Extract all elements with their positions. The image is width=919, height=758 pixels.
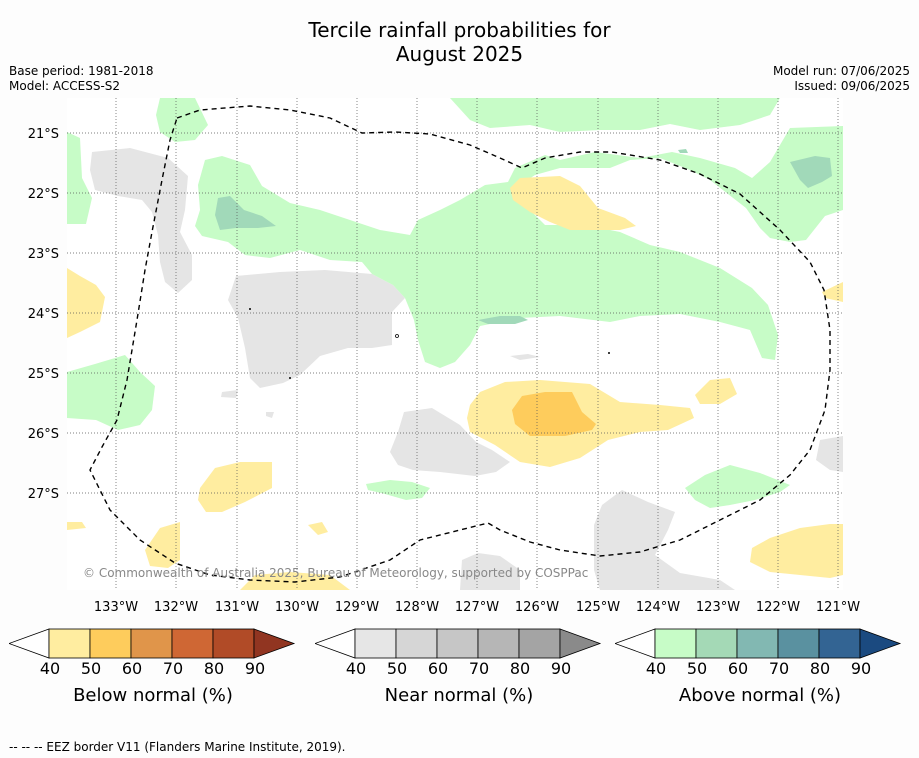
- colorbar-tick-label: 80: [509, 659, 531, 678]
- colorbar-tick-label: 80: [203, 659, 225, 678]
- longitude-label: 133°W: [94, 600, 138, 615]
- copyright-text: © Commonwealth of Australia 2025, Bureau…: [83, 566, 588, 580]
- colorbar-segment: [477, 628, 520, 659]
- longitude-label: 128°W: [395, 600, 439, 615]
- colorbar-segment: [777, 628, 820, 659]
- colorbar-tick-label: 40: [345, 659, 367, 678]
- above-normal-label: Above normal (%): [678, 685, 842, 706]
- title-line-2: August 2025: [395, 42, 524, 66]
- latitude-label: 22°S: [28, 187, 59, 202]
- colorbar-segment: [395, 628, 438, 659]
- map-title: Tercile rainfall probabilities for Augus…: [0, 18, 919, 66]
- colorbar-segment: [171, 628, 214, 659]
- longitude-label: 132°W: [154, 600, 198, 615]
- island-dot: [289, 377, 291, 379]
- latitude-label: 24°S: [28, 307, 59, 322]
- near-normal-regions: [90, 148, 843, 590]
- colorbar-tick-label: 60: [427, 659, 449, 678]
- longitude-label: 127°W: [455, 600, 499, 615]
- colorbar-high-extend: [253, 628, 296, 659]
- colorbar-tick-label: 70: [468, 659, 490, 678]
- island-dot: [249, 308, 251, 310]
- below-normal-label: Below normal (%): [73, 685, 233, 706]
- colorbar-segment: [818, 628, 861, 659]
- colorbar-tick-label: 80: [809, 659, 831, 678]
- near-normal-colorbar-scale: [313, 628, 602, 659]
- colorbar-segment: [654, 628, 697, 659]
- colorbar-tick-label: 90: [244, 659, 266, 678]
- below-normal-50-regions: [512, 392, 596, 436]
- island-dot: [395, 334, 399, 338]
- longitude-label: 123°W: [696, 600, 740, 615]
- island-dot: [608, 352, 610, 354]
- colorbar-tick-label: 90: [850, 659, 872, 678]
- colorbar-tick-label: 40: [39, 659, 61, 678]
- longitude-label: 124°W: [636, 600, 680, 615]
- below-normal-colorbar-scale: [7, 628, 296, 659]
- colorbar-segment: [518, 628, 561, 659]
- latitude-label: 27°S: [28, 487, 59, 502]
- colorbar-tick-label: 50: [386, 659, 408, 678]
- map-fill-regions: [67, 98, 843, 590]
- colorbar-tick-label: 50: [686, 659, 708, 678]
- colorbar-low-extend: [613, 628, 656, 659]
- colorbar-tick-label: 70: [768, 659, 790, 678]
- colorbar-segment: [89, 628, 132, 659]
- longitude-label: 129°W: [335, 600, 379, 615]
- longitude-label: 122°W: [756, 600, 800, 615]
- model-run-text: Model run: 07/06/2025: [772, 64, 910, 78]
- below-normal-colorbar: Below normal (%) 40 50 60 70 80 90: [7, 628, 297, 728]
- longitude-label: 125°W: [576, 600, 620, 615]
- graticule: [67, 98, 843, 590]
- colorbar-tick-label: 50: [80, 659, 102, 678]
- longitude-label: 121°W: [816, 600, 860, 615]
- near-normal-label: Near normal (%): [384, 685, 534, 706]
- longitude-label: 126°W: [515, 600, 559, 615]
- colorbar-segment: [736, 628, 779, 659]
- above-normal-50-regions: [215, 149, 832, 324]
- colorbar-segment: [48, 628, 91, 659]
- colorbar-tick-label: 60: [727, 659, 749, 678]
- issued-text: Issued: 09/06/2025: [794, 79, 910, 93]
- colorbar-tick-label: 70: [162, 659, 184, 678]
- above-normal-colorbar: Above normal (%) 40 50 60 70 80 90: [613, 628, 905, 728]
- longitude-label: 131°W: [215, 600, 259, 615]
- base-period-text: Base period: 1981-2018: [9, 64, 154, 78]
- colorbar-tick-label: 90: [550, 659, 572, 678]
- colorbar-segment: [354, 628, 397, 659]
- longitude-label: 130°W: [275, 600, 319, 615]
- latitude-label: 21°S: [28, 127, 59, 142]
- longitude-labels: 133°W 132°W 131°W 130°W 129°W 128°W 127°W 126°W…: [94, 600, 860, 615]
- colorbar-high-extend: [559, 628, 602, 659]
- title-line-1: Tercile rainfall probabilities for: [308, 18, 611, 42]
- near-normal-colorbar: Near normal (%) 40 50 60 70 80 90: [313, 628, 603, 728]
- latitude-labels: 21°S 22°S 23°S 24°S 25°S 26°S 27°S: [28, 127, 59, 502]
- model-text: Model: ACCESS-S2: [9, 79, 121, 93]
- colorbar-low-extend: [313, 628, 356, 659]
- eez-footnote: -- -- -- EEZ border V11 (Flanders Marine…: [9, 740, 346, 754]
- latitude-label: 26°S: [28, 427, 59, 442]
- above-normal-colorbar-scale: [613, 628, 902, 659]
- colorbar-segment: [130, 628, 173, 659]
- colorbar-low-extend: [7, 628, 50, 659]
- latitude-label: 25°S: [28, 367, 59, 382]
- colorbar-tick-label: 40: [645, 659, 667, 678]
- probability-map: 21°S22°S23°S24°S25°S26°S27°S 133°W 132°W 1…: [28, 98, 860, 615]
- colorbar-segment: [212, 628, 255, 659]
- colorbar-segment: [695, 628, 738, 659]
- colorbar-segment: [436, 628, 479, 659]
- eez-border: [89, 105, 831, 583]
- above-normal-40-regions: [67, 98, 843, 508]
- colorbar-tick-label: 60: [121, 659, 143, 678]
- latitude-label: 23°S: [28, 247, 59, 262]
- colorbar-high-extend: [859, 628, 902, 659]
